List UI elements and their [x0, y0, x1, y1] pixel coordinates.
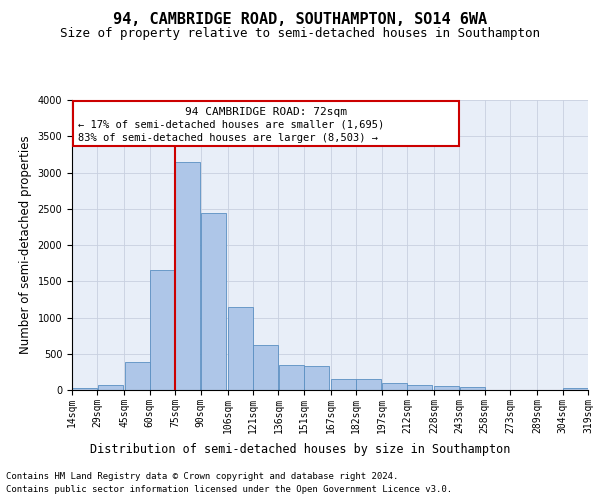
Bar [72, 388, 97, 390]
Bar [278, 366, 304, 390]
Bar [98, 385, 122, 390]
Bar [407, 385, 432, 390]
Text: 83% of semi-detached houses are larger (8,503) →: 83% of semi-detached houses are larger (… [78, 133, 378, 143]
Bar [460, 388, 485, 390]
Bar [175, 162, 200, 390]
Bar [563, 388, 588, 390]
Text: Size of property relative to semi-detached houses in Southampton: Size of property relative to semi-detach… [60, 28, 540, 40]
Bar [150, 270, 175, 390]
Y-axis label: Number of semi-detached properties: Number of semi-detached properties [19, 136, 32, 354]
Text: Distribution of semi-detached houses by size in Southampton: Distribution of semi-detached houses by … [90, 442, 510, 456]
Text: 94, CAMBRIDGE ROAD, SOUTHAMPTON, SO14 6WA: 94, CAMBRIDGE ROAD, SOUTHAMPTON, SO14 6W… [113, 12, 487, 28]
Bar [201, 213, 226, 390]
Bar [382, 383, 407, 390]
Bar [331, 379, 356, 390]
Bar [434, 386, 459, 390]
Bar [356, 379, 382, 390]
Text: Contains HM Land Registry data © Crown copyright and database right 2024.: Contains HM Land Registry data © Crown c… [6, 472, 398, 481]
Text: 94 CAMBRIDGE ROAD: 72sqm: 94 CAMBRIDGE ROAD: 72sqm [185, 107, 347, 117]
Bar [304, 366, 329, 390]
Bar [73, 102, 460, 146]
Bar [228, 308, 253, 390]
Bar [253, 345, 278, 390]
Text: ← 17% of semi-detached houses are smaller (1,695): ← 17% of semi-detached houses are smalle… [78, 119, 384, 129]
Text: Contains public sector information licensed under the Open Government Licence v3: Contains public sector information licen… [6, 485, 452, 494]
Bar [125, 362, 149, 390]
